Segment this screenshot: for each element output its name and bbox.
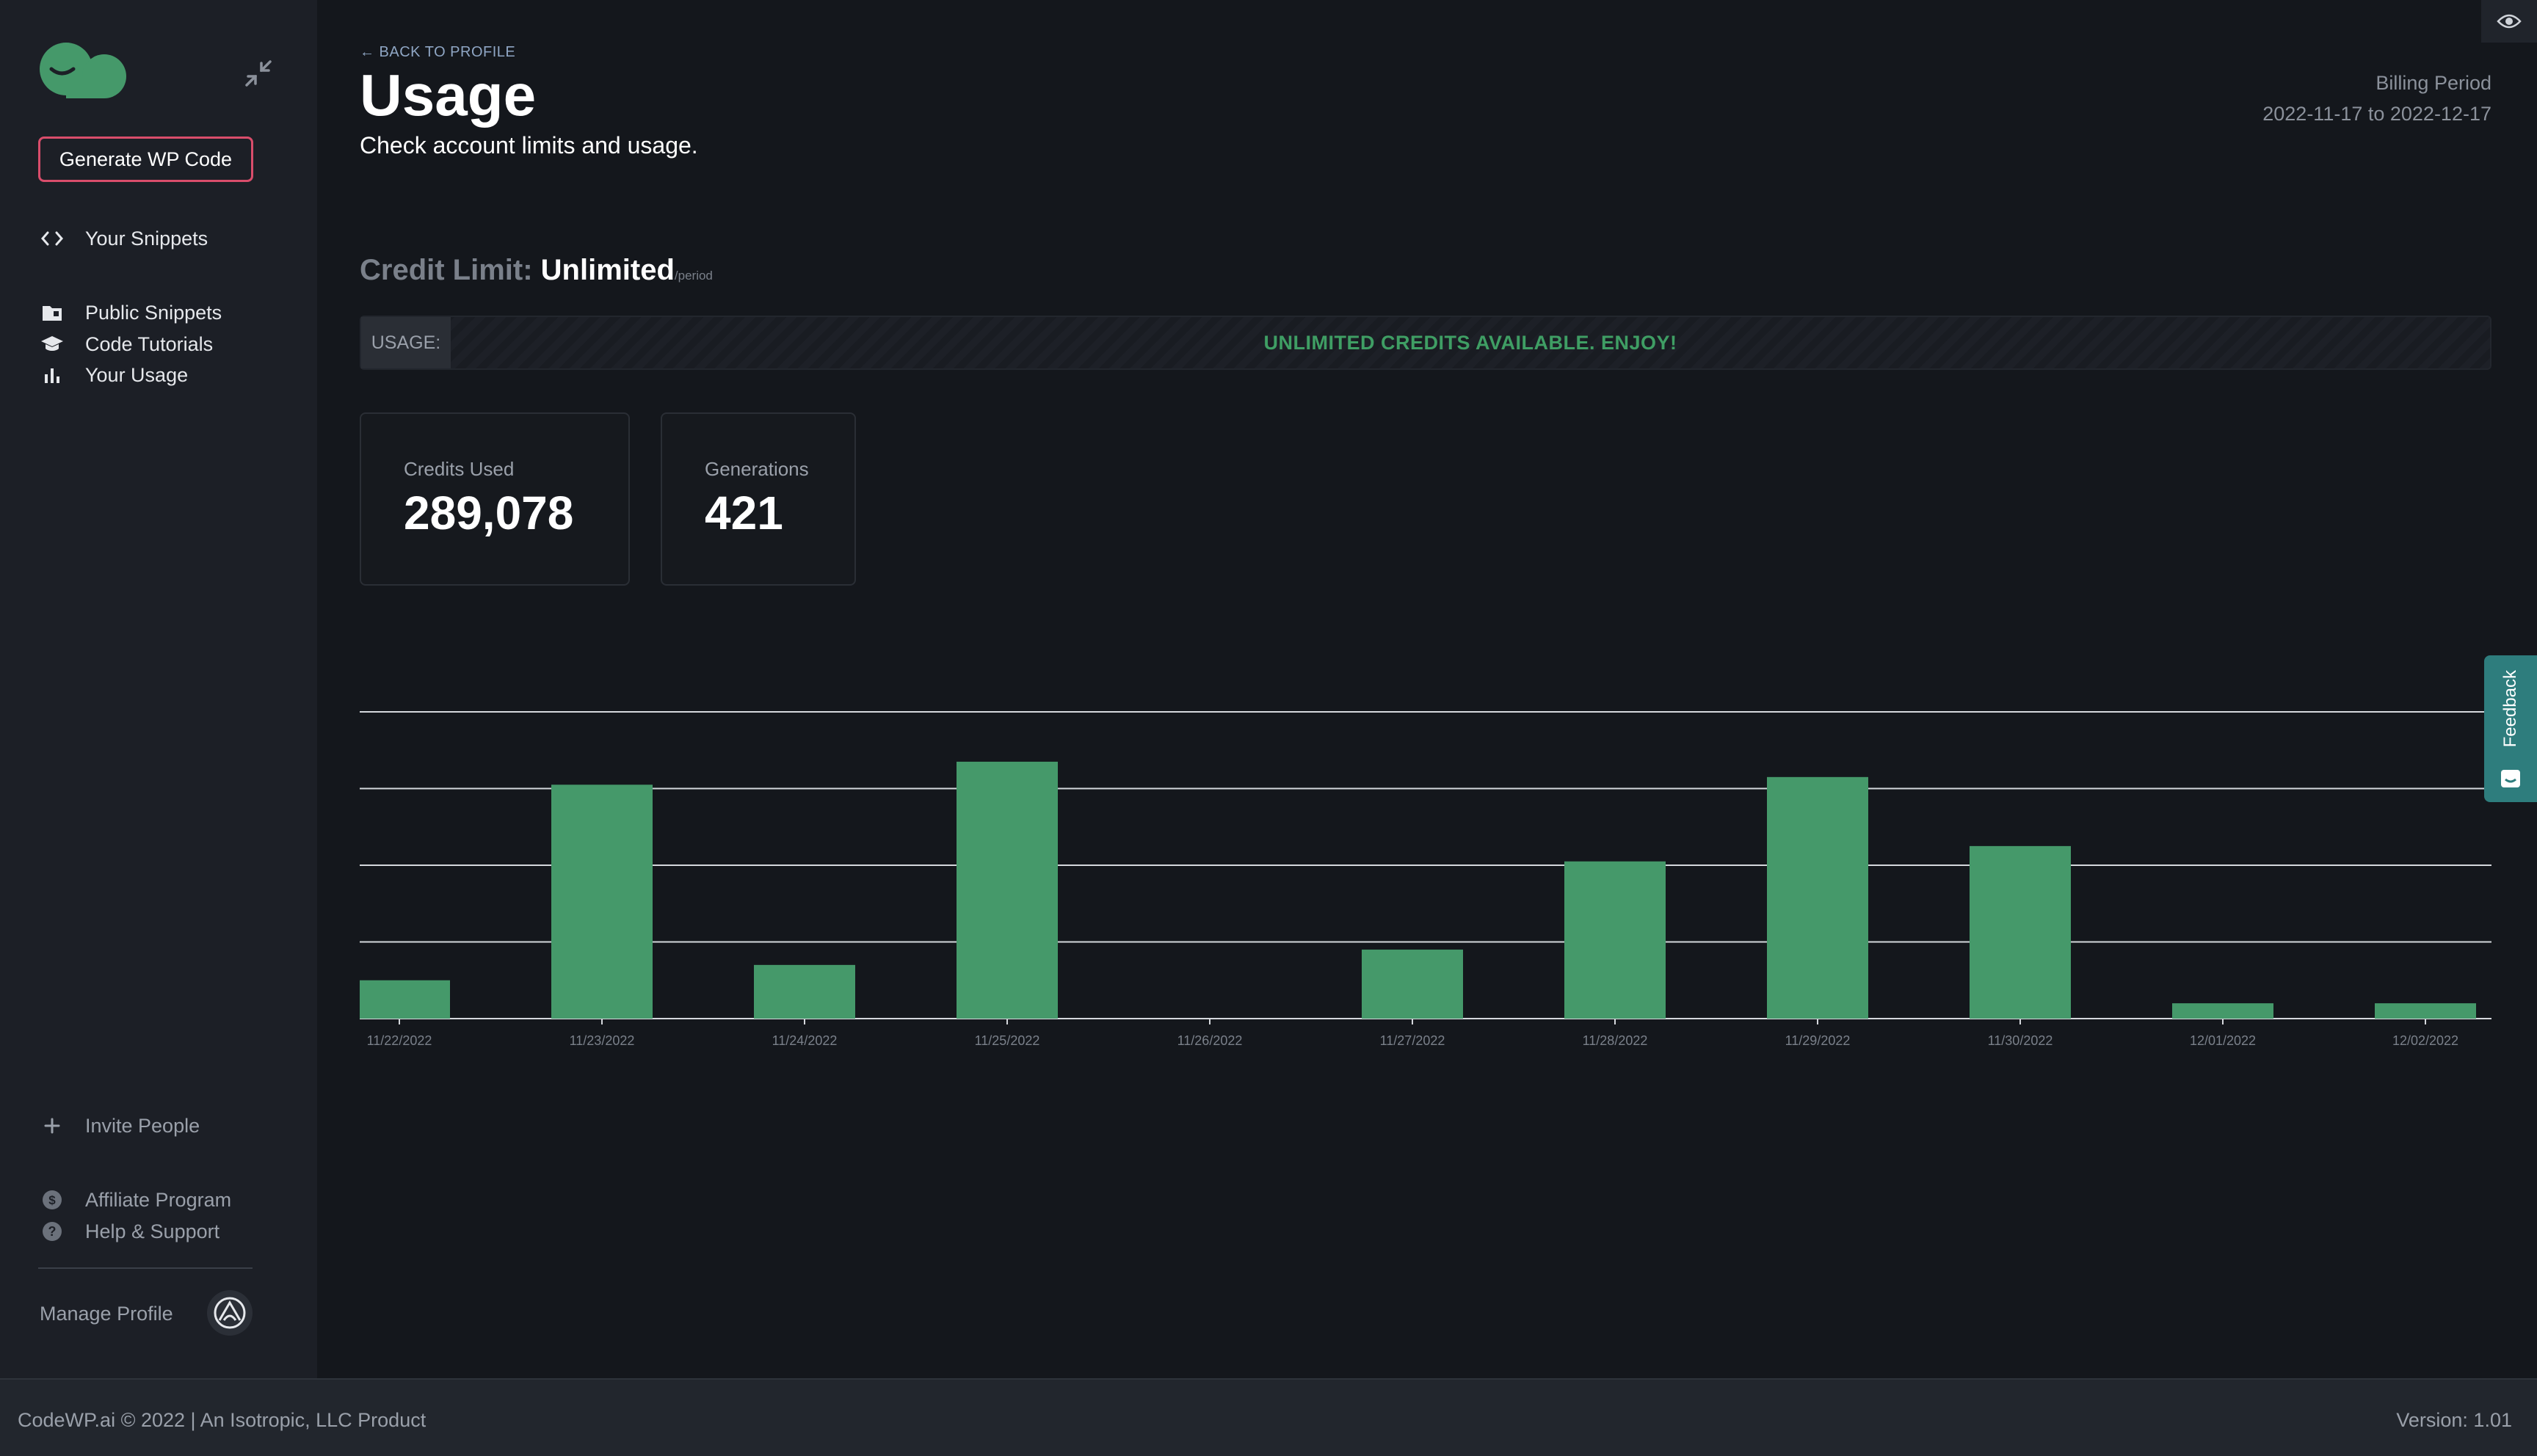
code-icon xyxy=(40,226,65,251)
credit-limit-label: Credit Limit: xyxy=(360,254,533,286)
codewp-logo[interactable] xyxy=(37,41,129,98)
footer: CodeWP.ai © 2022 | An Isotropic, LLC Pro… xyxy=(0,1378,2537,1456)
stat-value: 289,078 xyxy=(404,487,574,539)
sidebar-divider xyxy=(38,1267,253,1269)
stat-label: Credits Used xyxy=(404,458,515,480)
chart-bar xyxy=(2375,1003,2476,1019)
generate-wp-code-button[interactable]: Generate WP Code xyxy=(38,136,253,182)
usage-chart: 11/22/2022 11/23/2022 11/24/2022 11/25/2022… xyxy=(360,690,2491,1057)
page-subtitle: Check account limits and usage. xyxy=(360,132,698,159)
chart-bar xyxy=(360,980,450,1019)
feedback-label: Feedback xyxy=(2500,670,2520,748)
chart-x-tick-label: 11/26/2022 xyxy=(1177,1033,1243,1048)
footer-version: Version: 1.01 xyxy=(2396,1409,2512,1431)
chart-x-tick-label: 12/01/2022 xyxy=(2190,1033,2256,1048)
page-title: Usage xyxy=(360,62,537,128)
sidebar-item-affiliate-program[interactable]: $ Affiliate Program xyxy=(40,1185,231,1215)
stat-generations: Generations 421 xyxy=(661,412,856,586)
sidebar-item-label: Code Tutorials xyxy=(85,332,214,355)
stat-value: 421 xyxy=(705,487,783,539)
eye-icon[interactable] xyxy=(2481,0,2537,43)
sidebar-item-label: Your Snippets xyxy=(85,227,208,250)
sidebar-item-label: Invite People xyxy=(85,1114,200,1137)
sidebar-item-label: Help & Support xyxy=(85,1220,220,1242)
chart-bar xyxy=(1564,861,1666,1019)
sidebar-item-help-support[interactable]: ? Help & Support xyxy=(40,1217,219,1246)
graduation-cap-icon xyxy=(40,332,65,357)
feedback-chat-icon xyxy=(2501,770,2520,787)
sidebar-item-label: Your Usage xyxy=(85,363,189,386)
credit-limit-value: Unlimited xyxy=(540,254,675,286)
svg-text:?: ? xyxy=(48,1224,57,1239)
chart-bar xyxy=(1767,776,1868,1019)
chart-bar xyxy=(2172,1003,2273,1019)
billing-period: Billing Period 2022-11-17 to 2022-12-17 xyxy=(2262,68,2491,129)
plus-icon xyxy=(40,1113,65,1138)
folder-icon xyxy=(40,300,65,325)
dollar-icon: $ xyxy=(40,1187,65,1212)
back-to-profile-link[interactable]: ← BACK TO PROFILE xyxy=(360,44,516,60)
billing-period-range: 2022-11-17 to 2022-12-17 xyxy=(2262,103,2491,125)
sidebar-item-code-tutorials[interactable]: Code Tutorials xyxy=(40,330,213,359)
chart-x-tick-label: 12/02/2022 xyxy=(2392,1033,2458,1048)
sidebar-item-public-snippets[interactable]: Public Snippets xyxy=(40,298,222,327)
svg-text:$: $ xyxy=(48,1193,56,1207)
usage-message: UNLIMITED CREDITS AVAILABLE. ENJOY! xyxy=(1263,331,1677,354)
credit-limit: Credit Limit: Unlimited/period xyxy=(360,254,713,287)
chart-bar xyxy=(1362,949,1463,1019)
usage-chart-svg: 11/22/2022 11/23/2022 11/24/2022 11/25/2022… xyxy=(360,711,2491,1048)
manage-profile-link[interactable]: Manage Profile xyxy=(40,1302,173,1325)
chart-x-tick-label: 11/22/2022 xyxy=(367,1033,432,1048)
chart-bar xyxy=(754,964,855,1019)
chart-x-tick-label: 11/24/2022 xyxy=(772,1033,838,1048)
chart-x-tick-label: 11/29/2022 xyxy=(1785,1033,1851,1048)
chart-bar xyxy=(1970,845,2071,1019)
chart-x-tick-label: 11/30/2022 xyxy=(1988,1033,2053,1048)
chart-x-tick-label: 11/25/2022 xyxy=(975,1033,1040,1048)
collapse-sidebar-icon[interactable] xyxy=(239,54,277,92)
usage-label: USAGE: xyxy=(361,317,451,368)
bar-chart-icon xyxy=(40,363,65,387)
usage-bar: USAGE: UNLIMITED CREDITS AVAILABLE. ENJO… xyxy=(360,316,2491,370)
sidebar-item-your-snippets[interactable]: Your Snippets xyxy=(40,224,208,253)
sidebar-item-label: Public Snippets xyxy=(85,301,222,324)
footer-copyright: CodeWP.ai © 2022 | An Isotropic, LLC Pro… xyxy=(18,1409,427,1431)
sidebar: Generate WP Code Your Snippets Public Sn… xyxy=(0,0,317,1378)
stat-label: Generations xyxy=(705,458,809,480)
credit-limit-unit: /period xyxy=(674,269,713,283)
stat-credits-used: Credits Used 289,078 xyxy=(360,412,630,586)
sidebar-item-your-usage[interactable]: Your Usage xyxy=(40,360,188,390)
billing-period-label: Billing Period xyxy=(2376,72,2491,94)
chart-bar xyxy=(957,761,1058,1019)
sidebar-item-label: Affiliate Program xyxy=(85,1188,232,1211)
chart-x-tick-label: 11/27/2022 xyxy=(1380,1033,1445,1048)
question-icon: ? xyxy=(40,1219,65,1244)
chart-x-tick-label: 11/28/2022 xyxy=(1583,1033,1648,1048)
feedback-tab[interactable]: Feedback xyxy=(2484,655,2537,802)
chart-x-tick-label: 11/23/2022 xyxy=(570,1033,635,1048)
avatar[interactable] xyxy=(207,1290,253,1336)
chart-bar xyxy=(551,785,653,1019)
sidebar-item-invite-people[interactable]: Invite People xyxy=(40,1111,200,1140)
